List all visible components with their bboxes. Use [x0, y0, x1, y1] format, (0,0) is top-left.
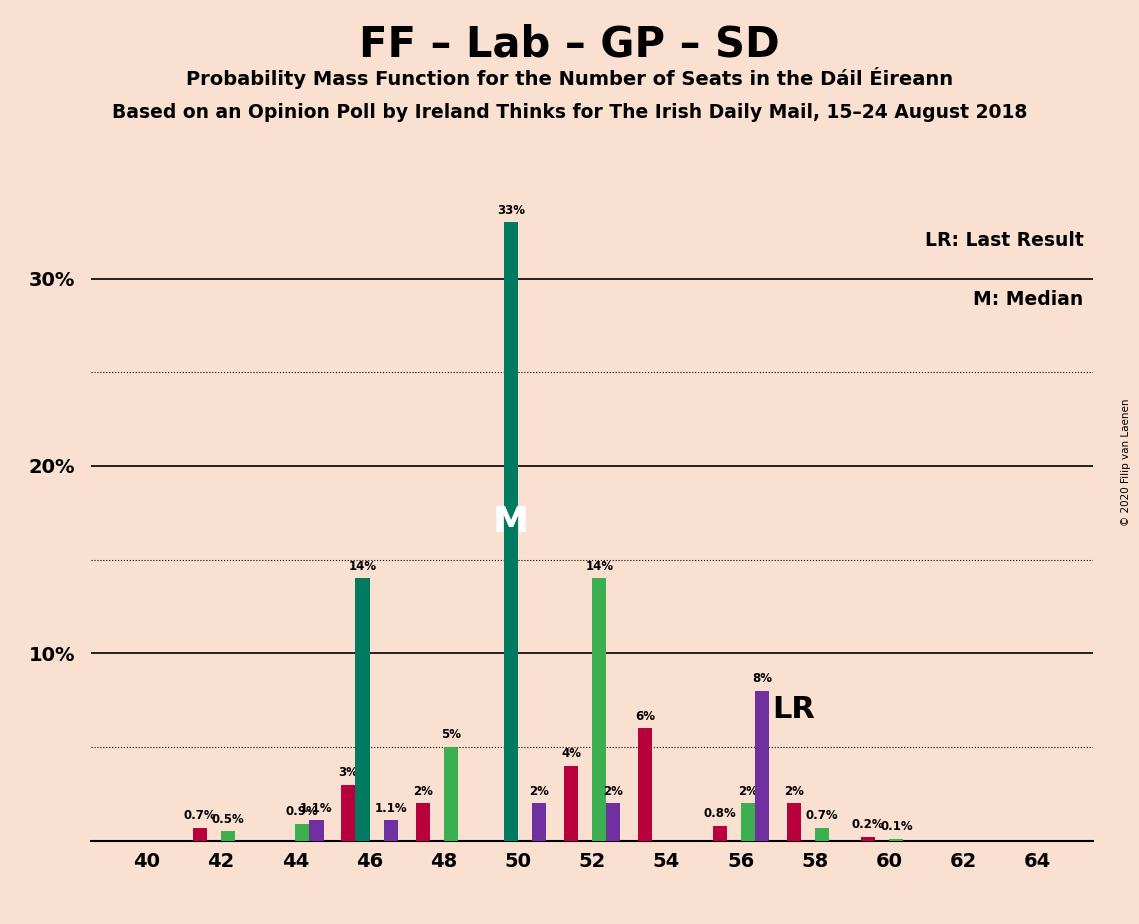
Text: 1.1%: 1.1%	[375, 802, 407, 815]
Text: 14%: 14%	[349, 560, 377, 573]
Bar	[890, 839, 903, 841]
Bar	[503, 223, 518, 841]
Bar	[342, 784, 355, 841]
Text: 0.7%: 0.7%	[805, 809, 838, 822]
Text: M: Median: M: Median	[973, 290, 1083, 309]
Bar	[221, 832, 235, 841]
Text: 14%: 14%	[585, 560, 614, 573]
Bar	[606, 803, 621, 841]
Text: 8%: 8%	[752, 673, 772, 686]
Text: 0.8%: 0.8%	[703, 808, 736, 821]
Text: 0.2%: 0.2%	[852, 819, 884, 832]
Bar	[861, 837, 875, 841]
Text: 6%: 6%	[636, 710, 655, 723]
Text: 0.9%: 0.9%	[286, 806, 319, 819]
Bar	[532, 803, 547, 841]
Text: 1.1%: 1.1%	[301, 802, 333, 815]
Text: LR: LR	[772, 695, 816, 724]
Text: 0.5%: 0.5%	[212, 813, 245, 826]
Text: LR: Last Result: LR: Last Result	[925, 231, 1083, 249]
Text: 5%: 5%	[441, 728, 461, 741]
Bar	[787, 803, 801, 841]
Bar	[384, 821, 398, 841]
Bar	[740, 803, 755, 841]
Text: 3%: 3%	[338, 766, 359, 779]
Text: 4%: 4%	[562, 748, 581, 760]
Text: Probability Mass Function for the Number of Seats in the Dáil Éireann: Probability Mass Function for the Number…	[186, 67, 953, 89]
Text: 2%: 2%	[738, 784, 757, 797]
Text: © 2020 Filip van Laenen: © 2020 Filip van Laenen	[1121, 398, 1131, 526]
Bar	[713, 826, 727, 841]
Text: 0.7%: 0.7%	[183, 809, 216, 822]
Bar	[192, 828, 207, 841]
Bar	[816, 828, 829, 841]
Text: 33%: 33%	[497, 203, 525, 216]
Bar	[310, 821, 323, 841]
Text: 2%: 2%	[604, 784, 623, 797]
Bar	[592, 578, 606, 841]
Text: 2%: 2%	[784, 784, 804, 797]
Bar	[295, 824, 310, 841]
Text: 0.1%: 0.1%	[880, 821, 912, 833]
Bar	[564, 766, 579, 841]
Bar	[444, 748, 458, 841]
Text: M: M	[493, 505, 528, 540]
Bar	[755, 691, 769, 841]
Bar	[355, 578, 369, 841]
Bar	[416, 803, 429, 841]
Bar	[638, 728, 653, 841]
Text: Based on an Opinion Poll by Ireland Thinks for The Irish Daily Mail, 15–24 Augus: Based on an Opinion Poll by Ireland Thin…	[112, 103, 1027, 123]
Text: 2%: 2%	[412, 784, 433, 797]
Text: 2%: 2%	[530, 784, 549, 797]
Text: FF – Lab – GP – SD: FF – Lab – GP – SD	[359, 23, 780, 65]
